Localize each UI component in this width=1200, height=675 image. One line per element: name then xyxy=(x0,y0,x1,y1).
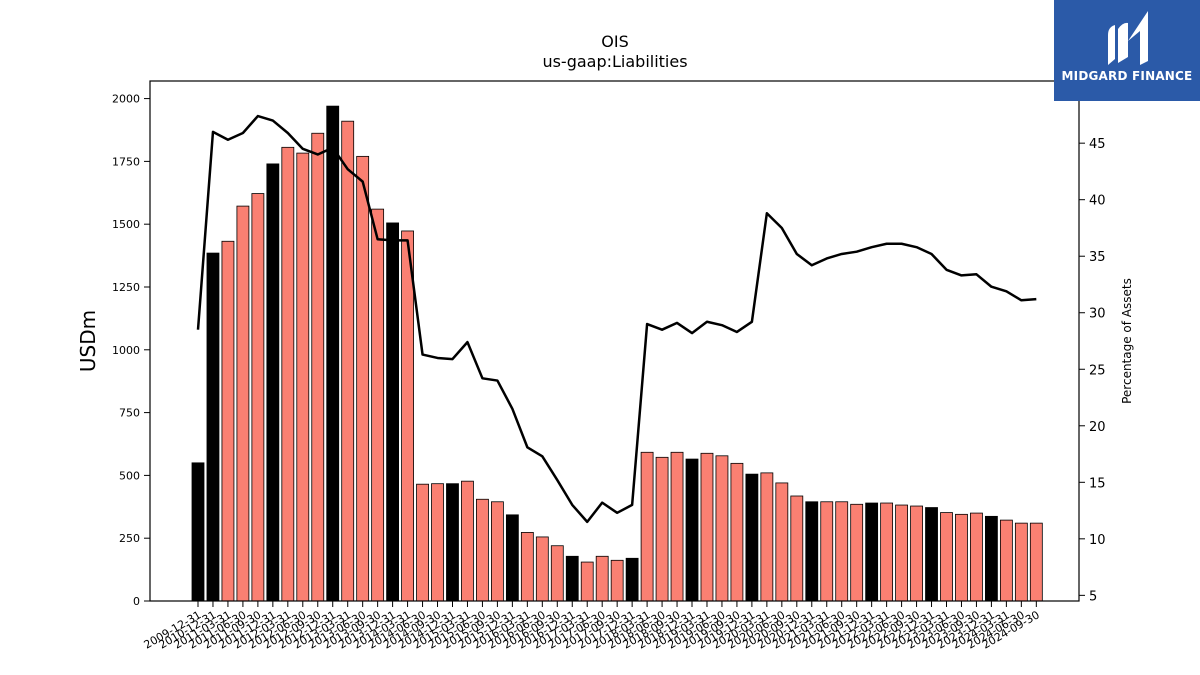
bar xyxy=(326,105,340,602)
bar xyxy=(446,483,459,602)
y-tick-label: 1000 xyxy=(112,344,140,357)
bar xyxy=(790,495,804,602)
bar xyxy=(281,146,295,602)
y2-tick-label: 30 xyxy=(1089,307,1106,322)
bar xyxy=(760,472,774,602)
logo-mark-icon xyxy=(1108,11,1148,65)
y2-tick-label: 35 xyxy=(1089,250,1106,265)
bar xyxy=(880,502,894,602)
bar xyxy=(535,536,549,602)
bar xyxy=(296,152,310,602)
bar xyxy=(730,462,744,602)
bar xyxy=(191,462,205,602)
bar xyxy=(505,514,519,602)
bar xyxy=(356,155,370,602)
bar xyxy=(476,498,489,602)
bar xyxy=(640,451,654,602)
bar xyxy=(925,507,938,602)
y2-tick-label: 40 xyxy=(1089,194,1106,209)
y-tick-label: 500 xyxy=(119,469,140,482)
bar xyxy=(266,163,280,602)
y-axis-label: USDm xyxy=(76,310,100,372)
bar xyxy=(221,240,235,602)
bar xyxy=(865,502,879,602)
bar xyxy=(416,483,429,602)
y-tick-label: 1250 xyxy=(112,281,140,294)
y-tick-label: 250 xyxy=(119,532,140,545)
bar xyxy=(431,483,444,602)
chart-title: OIS xyxy=(601,32,629,51)
bar xyxy=(715,455,729,602)
bar xyxy=(985,515,998,602)
bar xyxy=(850,503,864,602)
bar xyxy=(490,501,504,602)
bar xyxy=(910,505,923,602)
bar xyxy=(955,513,968,602)
plot-frame xyxy=(149,80,1080,602)
bar xyxy=(670,451,684,602)
bar xyxy=(580,561,594,602)
y2-tick-label: 10 xyxy=(1089,533,1106,548)
y-tick-label: 1750 xyxy=(112,155,140,168)
bar xyxy=(835,501,849,602)
bar xyxy=(940,512,953,602)
y-tick-label: 0 xyxy=(133,595,140,608)
bar xyxy=(595,555,609,602)
pct-assets-line xyxy=(196,114,1037,524)
bar xyxy=(999,519,1013,602)
bar xyxy=(520,532,534,602)
bar xyxy=(700,452,714,602)
bar xyxy=(236,205,250,602)
bar xyxy=(820,501,834,602)
y2-tick-label: 20 xyxy=(1089,420,1106,435)
y-tick-label: 1500 xyxy=(112,218,140,231)
y2-tick-label: 25 xyxy=(1089,363,1106,378)
y-tick-label: 2000 xyxy=(112,93,140,106)
bar xyxy=(805,501,819,602)
bar xyxy=(895,504,908,602)
bar xyxy=(610,559,624,602)
bar xyxy=(206,252,220,602)
y-tick-label: 750 xyxy=(119,407,140,420)
bar xyxy=(401,230,414,602)
bar xyxy=(745,473,759,602)
bar xyxy=(775,482,789,602)
bar xyxy=(461,480,474,602)
bar xyxy=(550,545,564,602)
bar xyxy=(565,555,579,602)
bar xyxy=(970,512,983,602)
bar xyxy=(311,132,325,602)
bar xyxy=(1029,522,1043,602)
bar xyxy=(685,458,699,602)
bar xyxy=(386,222,400,602)
bar xyxy=(655,456,669,602)
bar xyxy=(251,193,265,602)
y2-tick-label: 5 xyxy=(1089,589,1097,604)
bar xyxy=(1014,522,1028,602)
bar xyxy=(341,120,355,602)
chart-subtitle: us-gaap:Liabilities xyxy=(542,52,688,71)
y2-tick-label: 15 xyxy=(1089,476,1106,491)
y2-axis-label: Percentage of Assets xyxy=(1120,278,1134,404)
bar xyxy=(371,208,385,602)
y2-tick-label: 45 xyxy=(1089,137,1106,152)
midgard-finance-logo: MIDGARD FINANCE xyxy=(1054,0,1200,101)
logo-text: MIDGARD FINANCE xyxy=(1061,69,1193,83)
bar xyxy=(625,557,639,602)
